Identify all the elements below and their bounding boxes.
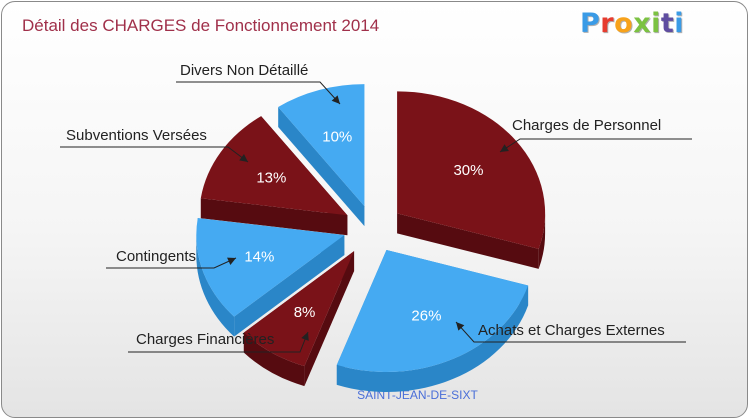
category-label: Contingents xyxy=(116,248,196,265)
pie-percent-label: 13% xyxy=(256,169,286,186)
leader-arrow xyxy=(331,95,340,104)
category-label: Achats et Charges Externes xyxy=(478,322,665,339)
pie-top-layer: 30% 26% 8% 14% 13% 10% xyxy=(196,84,546,372)
chart-title: Détail des CHARGES de Fonctionnement 201… xyxy=(22,16,380,35)
pie-percent-label: 30% xyxy=(453,162,483,179)
pie-slice-0 xyxy=(397,91,546,249)
pie-slice-side xyxy=(196,235,235,337)
pie-slice-3 xyxy=(196,218,345,317)
pie-slice-edge xyxy=(234,235,345,337)
pie-percent-label: 26% xyxy=(411,307,441,324)
logo-letter: x xyxy=(633,8,652,39)
leader-arrow xyxy=(456,322,465,331)
leader-arrow xyxy=(500,144,509,152)
pie-slice-edge xyxy=(304,251,355,387)
pie-slice-2 xyxy=(243,251,355,367)
logo-letter: o xyxy=(614,8,634,39)
logo-letter: P xyxy=(580,8,601,39)
pie-slice-side xyxy=(538,213,546,269)
proxiti-logo[interactable]: Proxiti xyxy=(580,8,684,39)
logo-letter: i xyxy=(651,8,661,39)
pie-slice-side xyxy=(336,285,529,392)
logo-letter: i xyxy=(674,8,685,39)
leader-line xyxy=(455,321,686,343)
pie-slice-1 xyxy=(336,249,529,372)
logo-letter: r xyxy=(600,8,615,39)
logo-letter: t xyxy=(660,8,675,39)
category-label: Subventions Versées xyxy=(66,127,207,144)
pie-percent-label: 8% xyxy=(294,304,316,321)
pie-slice-side xyxy=(243,332,305,387)
leader-line xyxy=(499,138,692,153)
pie-slice-edge xyxy=(397,213,539,269)
leader-line xyxy=(106,257,237,269)
pie-slice-4 xyxy=(200,116,348,216)
pie-slice-5 xyxy=(278,84,365,207)
category-label: Charges Financières xyxy=(136,331,274,348)
leader-line xyxy=(60,146,249,163)
pie-slice-edge xyxy=(278,106,365,227)
category-label: Divers Non Détaillé xyxy=(180,62,308,79)
leader-line xyxy=(176,81,341,105)
leader-arrow xyxy=(227,257,236,265)
pie-percent-label: 10% xyxy=(322,128,352,145)
leader-arrow xyxy=(239,154,248,162)
pie-percent-label: 14% xyxy=(244,248,274,265)
leader-arrow xyxy=(301,332,309,341)
pie-slice-edge xyxy=(200,198,348,236)
category-label: Charges de Personnel xyxy=(512,117,661,134)
